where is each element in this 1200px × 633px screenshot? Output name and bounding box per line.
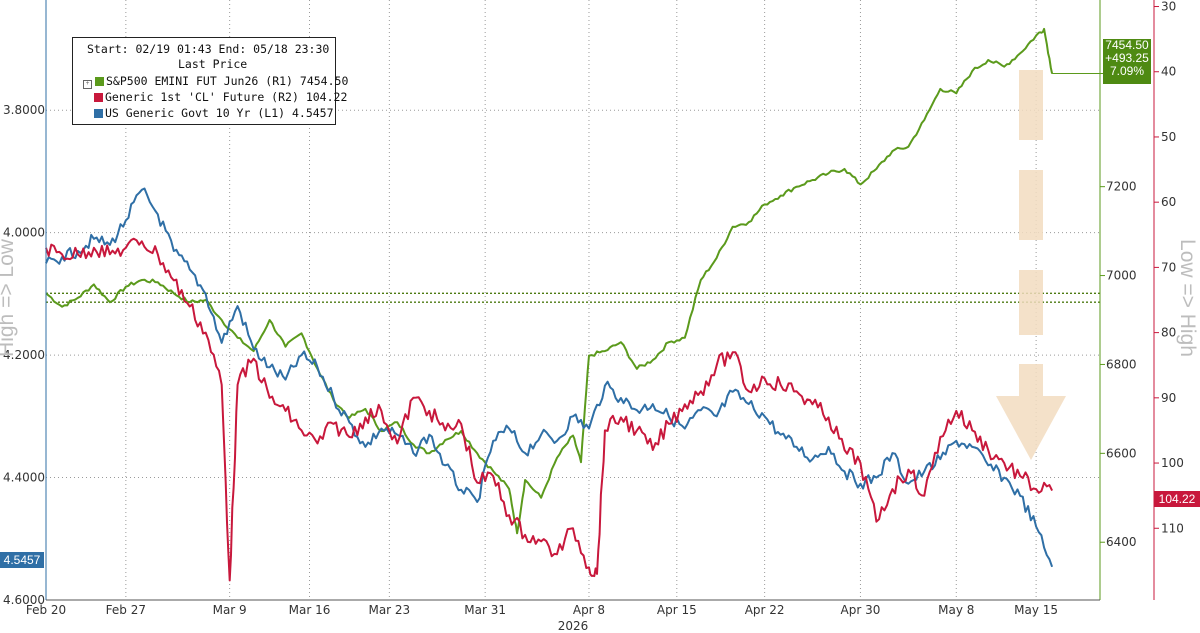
legend-value-spx: 7454.50 (299, 74, 349, 88)
legend-header: Start: 02/19 01:43 End: 05/18 23:30 (87, 42, 330, 56)
x-tick-label: Mar 23 (368, 603, 410, 617)
legend: Start: 02/19 01:43 End: 05/18 23:30 Last… (72, 37, 348, 125)
y-right2-tick-label: 30 (1161, 0, 1176, 14)
y-right2-tick-label: 50 (1161, 130, 1176, 144)
tick-labels: Feb 20 Feb 27 Mar 9 Mar 16 Mar 23 Mar 31 Apr 8… (3, 0, 1184, 633)
y-right2-tick-label: 70 (1161, 260, 1176, 274)
arrow-segment (1019, 170, 1043, 240)
y-left-tick-label: 4.0000 (3, 226, 45, 240)
series-line-0 (45, 27, 1054, 535)
x-tick-label: Apr 8 (573, 603, 605, 617)
y-left-tick-label: 4.6000 (3, 593, 45, 607)
legend-label-tny: US Generic Govt 10 Yr (105, 106, 251, 120)
legend-swatch-cl (94, 93, 103, 102)
legend-subheader: Last Price (178, 57, 248, 71)
y-right1-tick-label: 7200 (1106, 180, 1137, 194)
y-right2-tick-label: 40 (1161, 65, 1176, 79)
y-right1-tick-label: 6800 (1106, 357, 1137, 371)
x-tick-label: Mar 16 (289, 603, 331, 617)
arrow-segment (1019, 364, 1043, 396)
legend-value-tny: 4.5457 (291, 106, 334, 120)
x-tick-label: Feb 20 (26, 603, 66, 617)
legend-item-tny[interactable]: US Generic Govt 10 Yr (L1) 4.5457 (94, 106, 335, 120)
y-right2-tick-label: 90 (1161, 391, 1176, 405)
spx-flag-value: 7454.50 (1105, 38, 1149, 52)
legend-item-spx[interactable]: + S&P500 EMINI FUT Jun26 (R1) 7454.50 (77, 74, 348, 89)
y-right2-tick-label: 100 (1161, 456, 1184, 470)
right-axis-side-label: Low => High (1175, 239, 1199, 357)
y-right1-tick-label: 7000 (1106, 269, 1137, 283)
left-axis-side-label: High => Low (0, 239, 18, 357)
x-tick-label: Apr 15 (657, 603, 697, 617)
legend-axis-spx: R1 (272, 74, 287, 88)
y-left-tick-label: 4.4000 (3, 471, 45, 485)
y-right2-tick-label: 80 (1161, 326, 1176, 340)
cl-last-flag: 104.22 (1154, 491, 1200, 507)
x-tick-label: May 15 (1014, 603, 1058, 617)
x-tick-label: Mar 31 (464, 603, 506, 617)
series-line-1 (45, 237, 1053, 582)
legend-axis-tny: L1 (264, 106, 279, 120)
x-tick-label: Apr 30 (841, 603, 881, 617)
expand-icon[interactable]: + (83, 80, 92, 89)
trend-arrows (996, 70, 1066, 460)
legend-label-cl: Generic 1st 'CL' Future (105, 90, 265, 104)
spx-flag-pct: 7.09% (1109, 64, 1145, 78)
spx-flag-change: +493.25 (1105, 51, 1149, 65)
arrow-head (996, 396, 1066, 460)
series-line-2 (45, 187, 1054, 568)
x-tick-label: Feb 27 (106, 603, 146, 617)
legend-value-cl: 104.22 (305, 90, 348, 104)
x-axis-label: 2026 (558, 619, 589, 633)
series-lines (45, 27, 1103, 582)
x-tick-label: Mar 9 (213, 603, 247, 617)
y-left-tick-label: 3.8000 (3, 103, 45, 117)
legend-label-spx: S&P500 EMINI FUT Jun26 (106, 74, 259, 88)
arrow-segment (1019, 70, 1043, 140)
legend-swatch-tny (94, 109, 103, 118)
tny-last-flag: 4.5457 (0, 552, 44, 568)
y-right2-tick-label: 60 (1161, 195, 1176, 209)
legend-swatch-spx (95, 77, 104, 86)
y-left-tick-label: 4.2000 (3, 348, 45, 362)
y-right1-tick-label: 6600 (1106, 446, 1137, 460)
y-right1-tick-label: 6400 (1106, 535, 1137, 549)
x-tick-label: May 8 (938, 603, 974, 617)
spx-last-flag: 7454.50 +493.25 7.09% (1103, 39, 1151, 84)
x-tick-label: Apr 22 (745, 603, 785, 617)
legend-item-cl[interactable]: Generic 1st 'CL' Future (R2) 104.22 (94, 90, 347, 104)
legend-axis-cl: R2 (278, 90, 292, 104)
y-right2-tick-label: 110 (1161, 521, 1184, 535)
arrow-segment (1019, 270, 1043, 335)
